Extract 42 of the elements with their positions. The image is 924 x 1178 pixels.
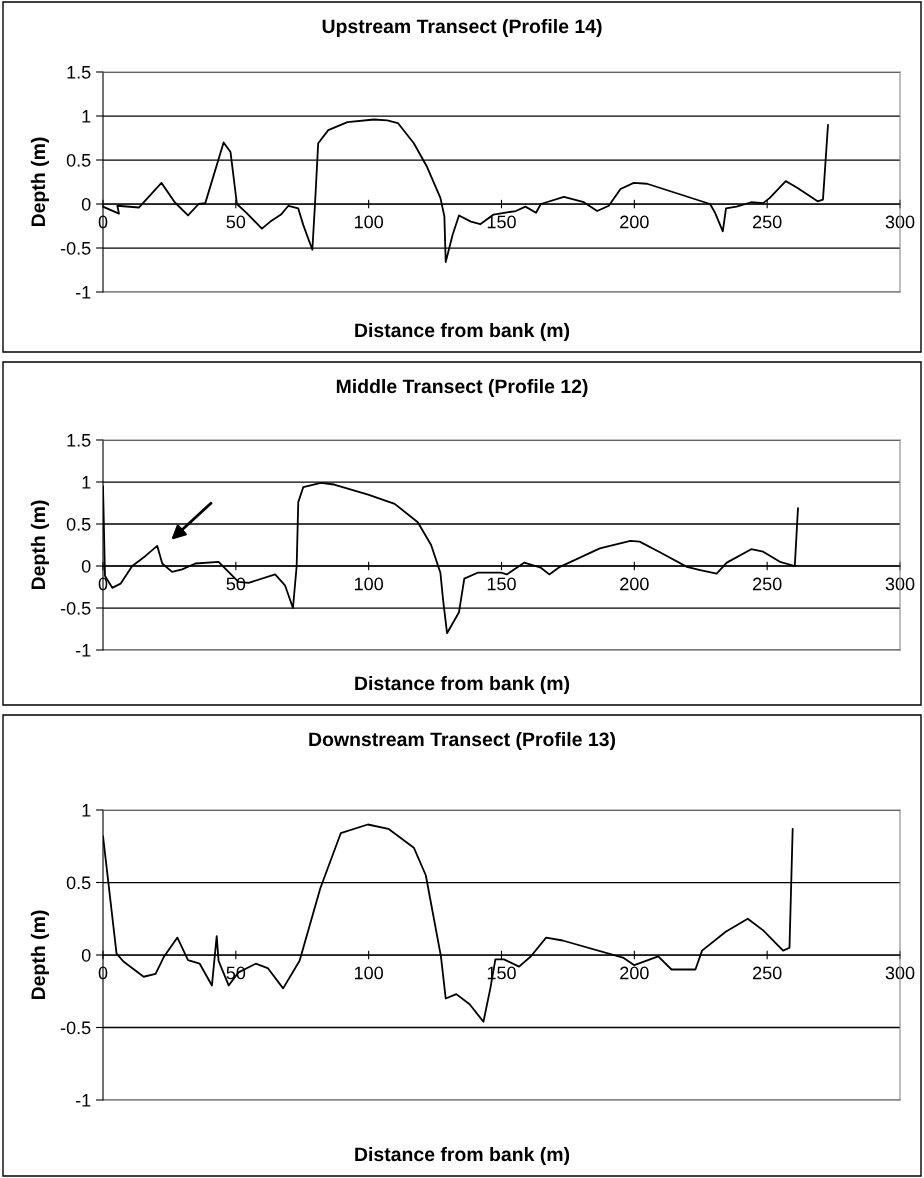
y-tick-label: 1 (82, 110, 91, 123)
y-tick-label: 0 (81, 559, 91, 573)
y-tick-label: -1 (75, 644, 91, 657)
y-tick-label: 0.5 (66, 876, 91, 890)
x-tick-label: 300 (885, 215, 915, 229)
x-tick-label: 300 (885, 966, 915, 980)
y-tick-label: -0.5 (60, 241, 91, 255)
y-tick-label: -1 (75, 1094, 91, 1107)
x-axis-title: Distance from bank (m) (355, 1146, 570, 1166)
y-tick-label: -0.5 (60, 601, 91, 615)
y-tick-label: 0.5 (66, 517, 91, 531)
x-axis-title: Distance from bank (m) (355, 322, 570, 342)
y-axis-title: Depth (m) (30, 500, 49, 590)
x-tick-label: 250 (753, 966, 782, 980)
x-tick-label: 250 (753, 577, 782, 591)
chart-title: Upstream Transect (Profile 14) (322, 18, 602, 38)
y-axis-title: Depth (m) (30, 910, 49, 1000)
y-tick-label: 0 (81, 197, 91, 211)
x-tick-label: 100 (354, 966, 384, 980)
x-tick-label: 250 (753, 215, 782, 229)
x-tick-label: 200 (620, 215, 649, 229)
y-tick-label: 1 (82, 476, 91, 489)
x-tick-label: 100 (354, 577, 384, 591)
x-tick-label: 50 (226, 577, 246, 591)
x-tick-label: 150 (487, 577, 516, 591)
chart-title: Downstream Transect (Profile 13) (309, 731, 616, 751)
y-tick-label: 1 (82, 804, 91, 817)
y-tick-label: 1.5 (67, 66, 91, 79)
x-tick-label: 150 (487, 215, 516, 229)
y-tick-label: 1.5 (67, 434, 91, 447)
x-tick-label: 200 (620, 577, 649, 591)
x-axis-title: Distance from bank (m) (355, 675, 570, 695)
chart-title: Middle Transect (Profile 12) (336, 378, 588, 398)
y-tick-label: -0.5 (60, 1021, 91, 1035)
x-tick-label: 100 (354, 215, 384, 229)
x-tick-label: 50 (226, 215, 246, 229)
y-tick-label: 0 (81, 948, 91, 962)
y-tick-label: -1 (75, 286, 91, 299)
x-tick-label: 200 (620, 966, 649, 980)
x-tick-label: 300 (885, 577, 915, 591)
y-tick-label: 0.5 (66, 153, 91, 167)
y-axis-title: Depth (m) (30, 137, 49, 227)
